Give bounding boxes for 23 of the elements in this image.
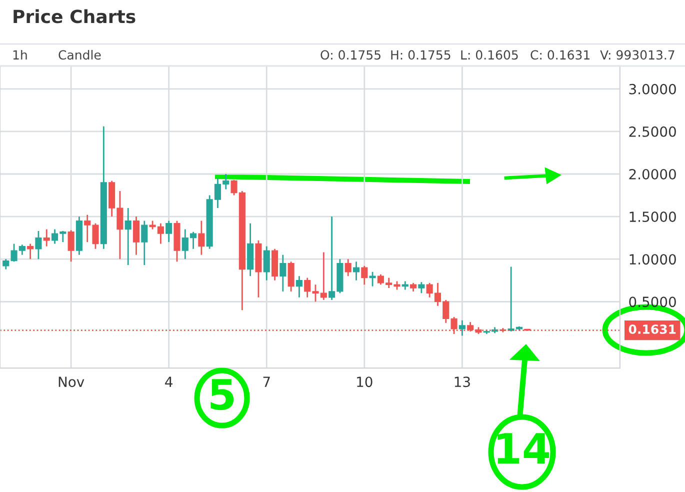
- text: 14: [498, 433, 550, 464]
- text: V: 993013.7: [600, 50, 674, 60]
- text: Candle: [58, 50, 101, 60]
- y-tick-label: 0.5000: [629, 296, 676, 308]
- text: 5: [210, 379, 234, 410]
- x-tick-label: 10: [357, 376, 372, 388]
- x-tick-label: 4: [165, 376, 172, 387]
- x-tick-label: Nov: [58, 376, 84, 388]
- chart-title: Price Charts: [14, 9, 136, 24]
- text: O: 0.1755: [320, 50, 380, 60]
- candlestick: [174, 220, 180, 262]
- text: L: 0.1605: [461, 50, 518, 60]
- x-tick-label: 13: [454, 376, 470, 388]
- y-tick-label: 1.5000: [630, 212, 676, 222]
- y-tick-label: 3.0000: [629, 84, 676, 94]
- text: 1h: [13, 50, 27, 60]
- ref-line-label: 0.1631: [628, 324, 676, 334]
- y-tick-label: 1.0000: [630, 254, 676, 265]
- text: C: 0.1631: [530, 50, 590, 60]
- y-tick-label: 2.0000: [629, 168, 676, 180]
- x-tick-label: 7: [263, 376, 270, 387]
- text: H: 0.1755: [391, 50, 450, 60]
- y-tick-label: 2.5000: [629, 126, 676, 137]
